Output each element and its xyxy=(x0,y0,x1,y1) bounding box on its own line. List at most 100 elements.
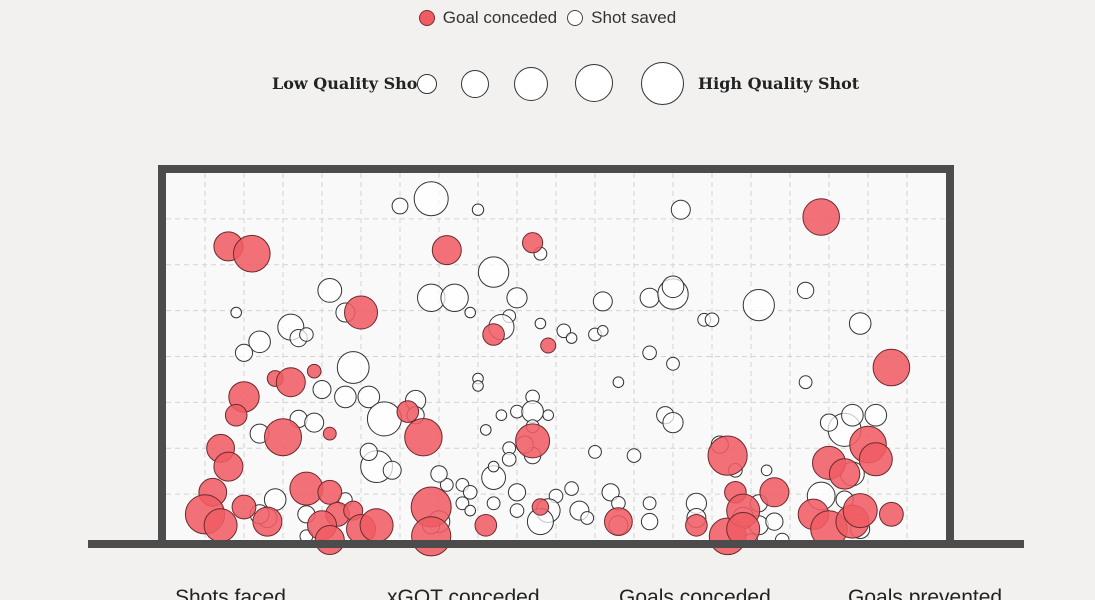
goal-line xyxy=(88,540,1024,548)
shot-saved-point xyxy=(359,442,378,461)
shot-saved-point xyxy=(486,496,501,511)
shot-saved-point xyxy=(439,478,454,492)
shot-saved-point xyxy=(455,496,470,511)
shot-saved-point xyxy=(666,356,680,371)
shot-saved-point xyxy=(413,181,449,217)
shot-saved-point xyxy=(464,504,477,517)
quality-size-4-icon xyxy=(575,64,613,102)
legend-saved-label: Shot saved xyxy=(591,8,677,27)
goal-conceded-point xyxy=(685,514,708,537)
shot-saved-point xyxy=(391,197,409,215)
goal-conceded-point xyxy=(359,508,394,543)
shot-saved-point xyxy=(382,460,402,480)
stat-goals-conceded-label: Goals conceded xyxy=(619,586,771,600)
shot-saved-point xyxy=(304,412,325,433)
shot-saved-point xyxy=(848,312,872,335)
goal-conceded-point xyxy=(264,418,302,457)
goal-conceded-point xyxy=(842,493,878,529)
legend-goal-label: Goal conceded xyxy=(442,8,558,27)
goal-conceded-point xyxy=(396,400,420,423)
shot-saved-point xyxy=(430,465,448,483)
goal-conceded-point xyxy=(213,451,244,482)
shot-saved-point xyxy=(662,412,684,434)
shot-markers xyxy=(184,181,911,557)
stat-xgot-conceded-label: xGOT conceded xyxy=(387,586,540,600)
shot-saved-point xyxy=(864,403,888,427)
shot-saved-point xyxy=(841,403,864,427)
shot-saved-point xyxy=(601,483,620,502)
shot-saved-point xyxy=(819,413,839,432)
low-quality-label: Low Quality Shot xyxy=(272,74,425,93)
shot-saved-point xyxy=(501,452,517,467)
shot-saved-point xyxy=(477,256,510,288)
goal-conceded-point xyxy=(404,418,443,457)
shot-saved-point xyxy=(234,343,254,362)
goal-conceded-point xyxy=(306,363,322,379)
shot-saved-point xyxy=(357,385,381,409)
stat-shots-faced-label: Shots faced xyxy=(175,586,286,600)
shot-saved-point xyxy=(556,323,572,339)
goal-conceded-point xyxy=(759,477,790,508)
shot-saved-point xyxy=(580,511,595,525)
shot-saved-point xyxy=(471,203,485,216)
shot-saved-point xyxy=(565,332,578,344)
quality-size-1-icon xyxy=(417,74,437,94)
shot-saved-point xyxy=(760,464,773,477)
shot-saved-point xyxy=(564,481,579,496)
shot-saved-point xyxy=(798,375,813,390)
shot-saved-point xyxy=(464,306,477,319)
shot-saved-point xyxy=(521,400,544,423)
quality-size-3-icon xyxy=(514,67,548,101)
shot-saved-point xyxy=(480,424,492,436)
shot-saved-point xyxy=(765,512,784,531)
shot-saved-point xyxy=(742,289,775,322)
goal-conceded-point xyxy=(858,442,893,477)
goal-conceded-point xyxy=(540,337,557,354)
stat-goals-prevented-label: Goals prevented xyxy=(848,586,1003,600)
shot-saved-point xyxy=(640,512,659,531)
crossbar xyxy=(158,165,954,173)
goal-conceded-point xyxy=(604,507,633,536)
shot-saved-point xyxy=(534,317,547,330)
shot-saved-point xyxy=(626,448,642,463)
shot-saved-point xyxy=(366,401,402,437)
goal-conceded-point xyxy=(802,198,841,236)
shot-saved-point xyxy=(334,385,357,409)
shot-saved-point xyxy=(597,325,609,337)
shot-saved-point xyxy=(317,278,343,303)
shot-saved-point xyxy=(506,287,528,309)
goal-conceded-point xyxy=(275,367,306,398)
shot-saved-point xyxy=(507,483,527,502)
shot-saved-point xyxy=(299,327,314,342)
shot-saved-point xyxy=(495,409,508,422)
shot-saved-point xyxy=(248,330,271,354)
goal-conceded-point xyxy=(707,435,748,476)
goal-conceded-point xyxy=(233,234,271,273)
goal-conceded-point xyxy=(431,235,462,266)
shot-saved-point xyxy=(592,291,613,312)
shot-saved-point xyxy=(462,485,478,500)
chart-legend: Goal conceded Shot saved xyxy=(0,8,1095,28)
goal-conceded-point xyxy=(474,514,498,537)
shot-saved-point xyxy=(487,460,500,473)
shot-saved-marker-icon xyxy=(567,10,584,26)
goal-conceded-point xyxy=(224,403,248,427)
shot-saved-point xyxy=(440,283,469,312)
shot-saved-point xyxy=(542,409,555,422)
goal-conceded-point xyxy=(879,501,904,527)
shot-quality-scale: Low Quality Shot High Quality Shot xyxy=(0,62,1095,108)
right-post xyxy=(946,165,954,545)
quality-size-5-icon xyxy=(641,62,684,105)
goal-conceded-point xyxy=(289,471,324,506)
left-post xyxy=(158,165,166,545)
goal-conceded-point xyxy=(203,508,238,543)
goal-conceded-point xyxy=(522,232,544,254)
goal-conceded-point xyxy=(317,479,343,505)
shot-saved-point xyxy=(472,380,484,392)
goal-conceded-point xyxy=(828,458,861,490)
goal-conceded-point xyxy=(322,426,337,441)
goal-conceded-point xyxy=(252,506,283,537)
shot-saved-point xyxy=(336,351,370,384)
goal-conceded-point xyxy=(531,498,550,516)
